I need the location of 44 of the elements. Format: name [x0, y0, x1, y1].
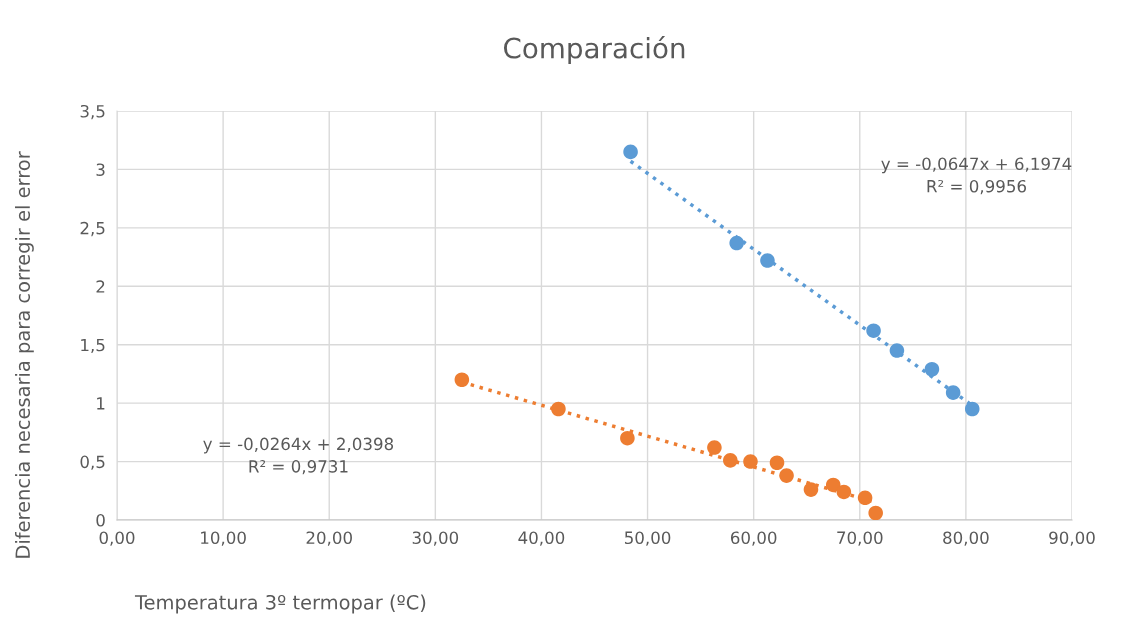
point — [868, 505, 883, 520]
x-tick-label: 10,00 — [201, 531, 246, 546]
x-tick-label: 50,00 — [624, 531, 671, 546]
x-tick-label: 40,00 — [518, 531, 565, 546]
point — [623, 144, 638, 160]
x-tick-label: 60,00 — [730, 531, 777, 546]
annotation: y = -0,0264x + 2,0398 R² = 0,9731 — [203, 437, 394, 475]
point — [964, 401, 980, 417]
y-tick-label: 3,5 — [80, 104, 105, 120]
point — [857, 490, 873, 506]
x-tick-label: 0,00 — [99, 531, 135, 546]
point — [769, 455, 785, 471]
y-tick-label: 1,5 — [81, 338, 105, 353]
point — [723, 453, 738, 468]
point — [866, 323, 881, 338]
point — [825, 477, 841, 493]
point — [620, 430, 635, 446]
x-tick-label: 70,00 — [837, 531, 883, 546]
point — [551, 401, 566, 417]
point — [454, 372, 470, 388]
y-tick-label: 0,5 — [80, 455, 105, 470]
point — [836, 484, 852, 500]
x-tick-label: 30,00 — [412, 531, 459, 546]
y-tick-label: 2 — [96, 280, 105, 293]
annotation: y = -0,0647x + 6,1974 R² = 0,9956 — [881, 157, 1072, 195]
y-tick-label: 3 — [96, 163, 105, 176]
point — [760, 253, 775, 268]
y-axis-title: Diferencia necesaria para corregir el error — [15, 151, 34, 558]
chart-title: Comparación — [503, 36, 685, 64]
point — [743, 454, 758, 469]
point — [729, 235, 744, 251]
y-tick-label: 2,5 — [80, 221, 105, 237]
point — [924, 361, 940, 377]
x-tick-label: 80,00 — [943, 531, 989, 546]
point — [889, 343, 905, 358]
x-axis-title: Temperatura 3º termopar (ºC) — [134, 594, 426, 614]
y-tick-label: 0 — [96, 513, 105, 527]
point — [945, 385, 961, 400]
x-tick-label: 20,00 — [306, 531, 352, 546]
point — [707, 440, 722, 455]
point — [803, 482, 819, 497]
point — [779, 468, 794, 483]
y-tick-label: 1 — [97, 397, 105, 410]
x-tick-label: 90,00 — [1049, 531, 1095, 546]
